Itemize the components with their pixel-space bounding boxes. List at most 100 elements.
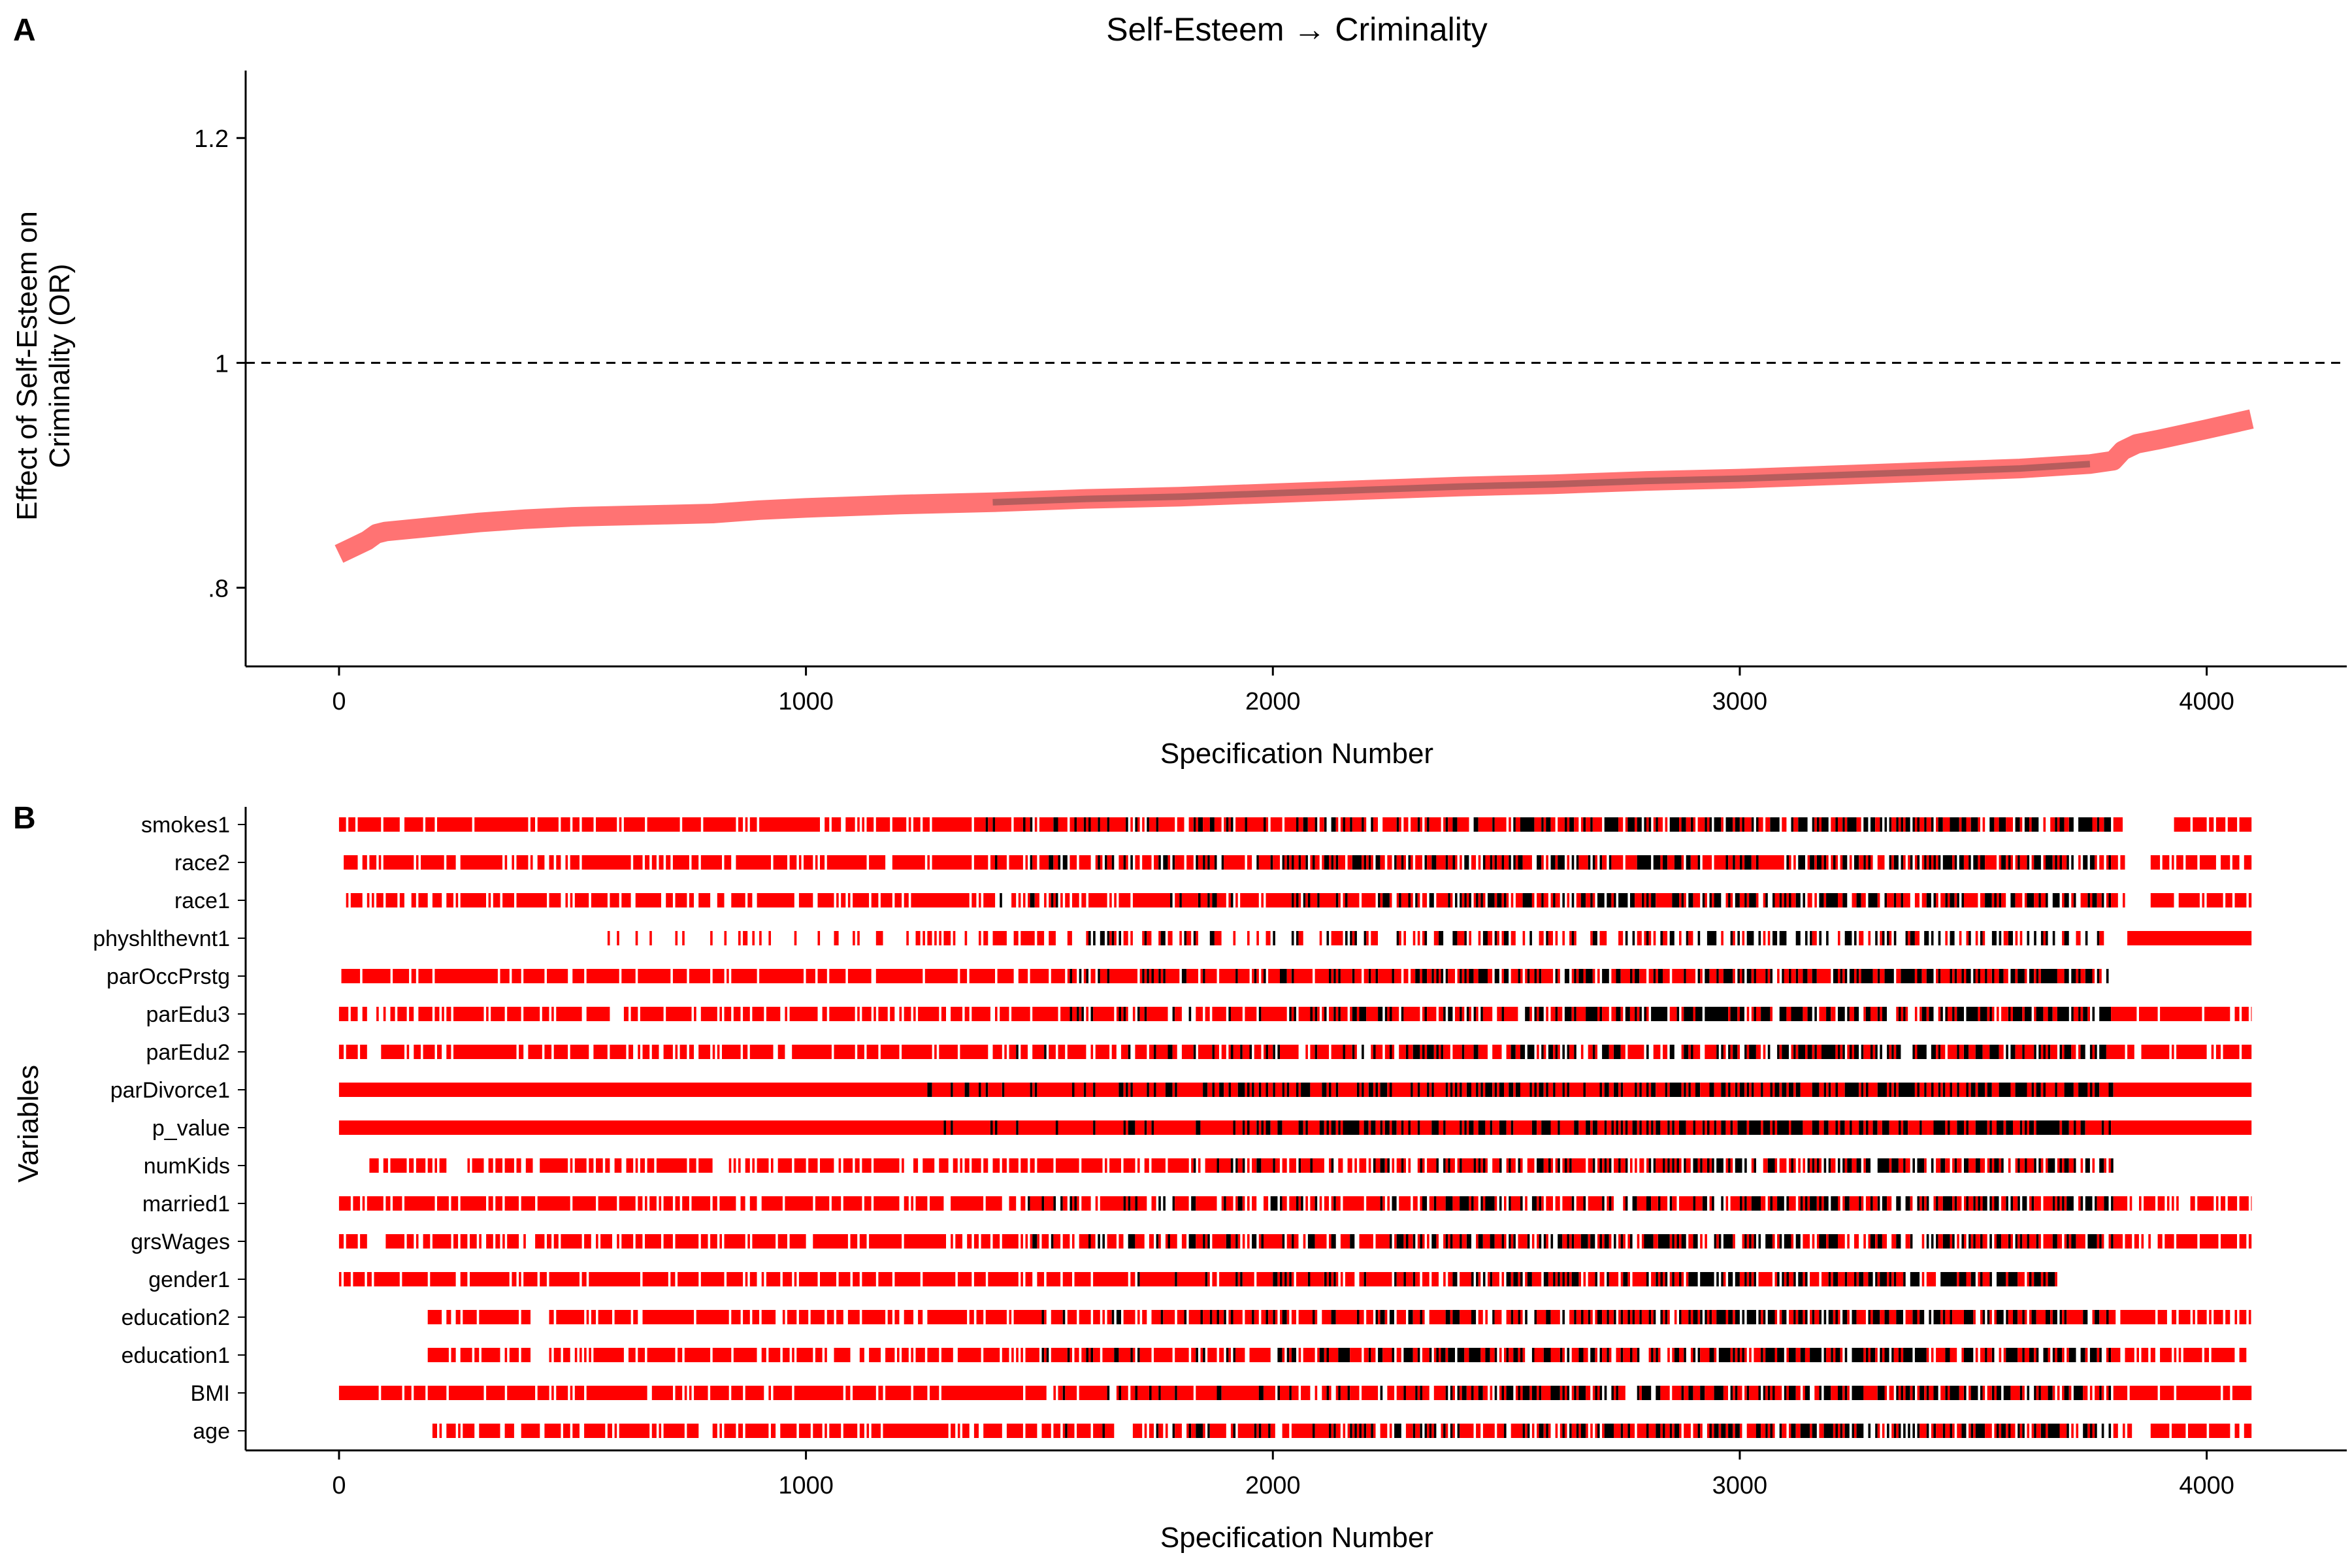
spec-stripe [1604, 1386, 1607, 1400]
spec-stripe [1758, 1272, 1772, 1286]
spec-stripe [1590, 1310, 1593, 1324]
spec-stripe [1630, 969, 1633, 983]
spec-stripe [2038, 1045, 2041, 1059]
spec-stripe [1378, 1348, 1383, 1362]
spec-stripe [1693, 1196, 1696, 1211]
spec-stripe [1021, 1272, 1023, 1286]
spec-stripe [1088, 931, 1091, 945]
spec-stripe [675, 931, 678, 945]
spec-stripe [1674, 855, 1682, 870]
spec-stripe [1266, 1310, 1269, 1324]
spec-stripe [1452, 931, 1458, 945]
spec-stripe [1156, 1083, 1166, 1097]
spec-stripe [2244, 1424, 2252, 1438]
spec-stripe [2008, 1424, 2011, 1438]
spec-stripe [1471, 1310, 1477, 1324]
spec-stripe [1914, 1045, 1918, 1059]
spec-stripe [1548, 931, 1553, 945]
spec-stripe [1739, 1196, 1742, 1211]
spec-stripe [1233, 931, 1236, 945]
spec-stripe [1693, 817, 1696, 832]
spec-stripe [1739, 1272, 1744, 1286]
spec-stripe [1154, 969, 1159, 983]
spec-stripe [1693, 1310, 1698, 1324]
spec-stripe [1648, 893, 1652, 907]
spec-stripe [596, 817, 617, 832]
spec-stripe [1331, 1158, 1334, 1173]
spec-stripe [1936, 969, 1938, 983]
spec-stripe [521, 1348, 531, 1362]
spec-stripe [817, 893, 834, 907]
spec-stripe [1411, 1120, 1418, 1135]
spec-stripe [1221, 1196, 1224, 1211]
spec-stripe [1826, 855, 1829, 870]
spec-stripe [1473, 1158, 1477, 1173]
spec-stripe [1586, 1007, 1597, 1021]
spec-stripe [1914, 969, 1918, 983]
spec-stripe [2001, 1007, 2008, 1021]
spec-stripe [1515, 1045, 1520, 1059]
spec-stripe [1431, 1424, 1434, 1438]
spec-stripe [645, 855, 650, 870]
spec-stripe [1716, 1045, 1719, 1059]
spec-stripe [880, 1045, 900, 1059]
spec-stripe [1758, 1234, 1761, 1249]
spec-stripe [2078, 855, 2081, 870]
spec-stripe [2029, 1120, 2034, 1135]
spec-stripe [1567, 817, 1570, 832]
spec-stripe [1209, 893, 1213, 907]
spec-stripe [1205, 1272, 1208, 1286]
spec-stripe [1982, 1196, 1987, 1211]
spec-stripe [1062, 1386, 1066, 1400]
spec-stripe [1504, 1196, 1507, 1211]
spec-stripe [1436, 1234, 1439, 1249]
spec-stripe [1062, 1234, 1070, 1249]
spec-stripe [1989, 1272, 1992, 1286]
spec-stripe [1954, 1158, 1957, 1173]
spec-stripe [2010, 1083, 2016, 1097]
spec-stripe [1940, 893, 1946, 907]
spec-stripe [1730, 1348, 1733, 1362]
spec-stripe [1492, 817, 1495, 832]
spec-stripe [2057, 1158, 2060, 1173]
spec-stripe [1926, 1196, 1929, 1211]
spec-stripe [455, 1310, 461, 1324]
spec-stripe [1620, 969, 1630, 983]
spec-stripe [1245, 1083, 1247, 1097]
spec-stripe [1665, 1272, 1668, 1286]
spec-stripe [369, 855, 377, 870]
spec-stripe [1994, 1386, 1997, 1400]
spec-stripe [1767, 1158, 1775, 1173]
spec-stripe [1679, 817, 1682, 832]
spec-stripe [1838, 1234, 1845, 1249]
spec-stripe [1693, 1158, 1698, 1173]
spec-stripe [1144, 969, 1147, 983]
spec-stripe [2064, 931, 2069, 945]
spec-stripe [1111, 855, 1115, 870]
spec-stripe [1583, 1083, 1586, 1097]
spec-stripe [1901, 817, 1904, 832]
spec-stripe [2068, 1120, 2074, 1135]
spec-stripe [1331, 1272, 1334, 1286]
spec-stripe [1690, 1045, 1693, 1059]
spec-stripe [1805, 931, 1808, 945]
spec-stripe [698, 1158, 713, 1173]
spec-stripe [1616, 1348, 1621, 1362]
spec-stripe [1716, 1158, 1723, 1173]
spec-stripe [607, 1424, 612, 1438]
spec-stripe [1910, 1272, 1920, 1286]
variable-row-parDivorce1 [338, 1083, 2252, 1097]
spec-stripe [1053, 1196, 1056, 1211]
spec-stripe [1233, 1045, 1241, 1059]
spec-stripe [1193, 931, 1196, 945]
spec-stripe [2024, 969, 2027, 983]
spec-stripe [1254, 1083, 1259, 1097]
spec-stripe [1433, 1045, 1437, 1059]
spec-stripe [1305, 1120, 1308, 1135]
spec-stripe [1494, 893, 1497, 907]
spec-stripe [1877, 1083, 1887, 1097]
spec-stripe [2043, 1272, 2046, 1286]
spec-stripe [629, 1045, 634, 1059]
spec-stripe [892, 817, 907, 832]
spec-stripe [1695, 1007, 1703, 1021]
